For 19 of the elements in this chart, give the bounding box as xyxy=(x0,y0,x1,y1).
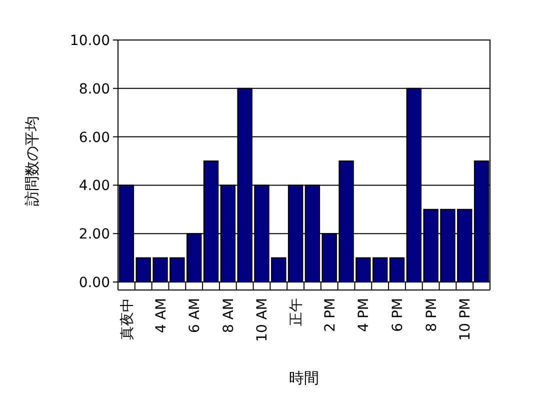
x-tick-label: 8 PM xyxy=(424,298,440,332)
x-tick-label: 4 PM xyxy=(356,298,372,332)
x-tick-label: 10 PM xyxy=(458,298,474,341)
x-tick-label: 6 PM xyxy=(390,298,406,332)
y-tick-label: 4.00 xyxy=(78,178,110,194)
y-axis-title: 訪問数の平均 xyxy=(23,116,41,206)
x-tick-label: 2 PM xyxy=(322,298,338,332)
x-tick-label: 10 AM xyxy=(254,298,271,342)
x-tick-label: 正午 xyxy=(288,298,305,326)
x-tick-label: 真夜中 xyxy=(119,298,136,340)
y-tick-label: 0.00 xyxy=(78,275,110,291)
x-axis-title: 時間 xyxy=(289,369,319,387)
x-tick-label: 4 AM xyxy=(153,298,170,334)
y-tick-label: 6.00 xyxy=(78,130,110,146)
y-tick-label: 2.00 xyxy=(78,226,110,243)
x-tick-label: 8 AM xyxy=(220,298,237,334)
y-tick-label: 8.00 xyxy=(78,81,110,98)
y-tick-label: 10.00 xyxy=(70,33,110,49)
x-tick-label: 6 AM xyxy=(187,298,204,334)
